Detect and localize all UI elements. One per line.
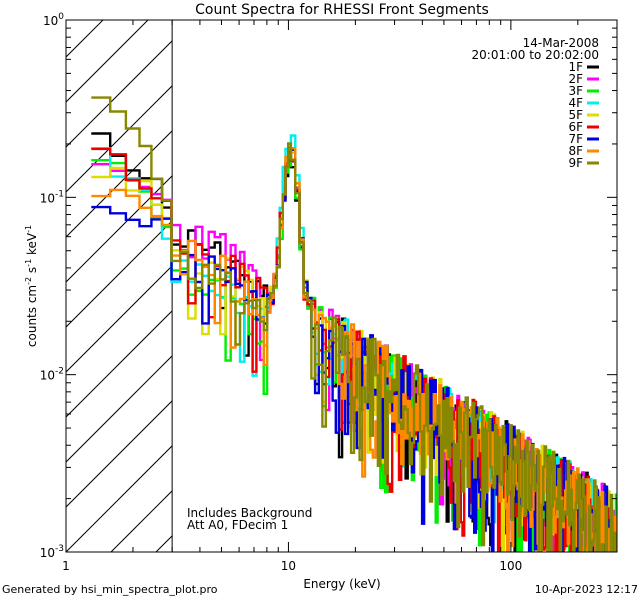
hatch-line — [606, 20, 640, 552]
annotation-attenuator: Att A0, FDecim 1 — [187, 518, 288, 532]
legend-label-8F: 8F — [568, 144, 583, 158]
chart-title: Count Spectra for RHESSI Front Segments — [195, 2, 489, 18]
footer-generated-by: Generated by hsi_min_spectra_plot.pro — [2, 583, 218, 596]
axis-ticks — [65, 20, 618, 553]
hatch-line — [66, 40, 173, 148]
legend-label-3F: 3F — [568, 84, 583, 98]
y-tick-label: 10-1 — [40, 189, 64, 205]
hatch-line — [66, 20, 149, 103]
legend-label-4F: 4F — [568, 96, 583, 110]
x-axis-label: Energy (keV) — [303, 577, 380, 591]
x-tick-label: 1 — [62, 559, 70, 573]
hatch-line — [66, 85, 173, 193]
plot-frame — [65, 19, 618, 553]
legend-label-2F: 2F — [568, 72, 583, 86]
hatch-line — [66, 175, 173, 283]
x-tick-labels: 1 10 100 — [62, 559, 522, 573]
hatch-line — [66, 20, 104, 58]
y-tick-label: 100 — [43, 12, 64, 28]
hatch-line — [66, 445, 173, 552]
legend-label-6F: 6F — [568, 120, 583, 134]
x-tick-label: 10 — [281, 559, 296, 573]
legend-date: 14-Mar-2008 — [523, 36, 599, 50]
hatch-line — [66, 400, 173, 508]
legend-label-1F: 1F — [568, 60, 583, 74]
hatched-region — [66, 20, 640, 552]
y-tick-label: 10-3 — [40, 544, 64, 560]
series-group — [91, 96, 617, 552]
legend-label-9F: 9F — [568, 156, 583, 170]
legend-label-7F: 7F — [568, 132, 583, 146]
hatch-line — [66, 220, 173, 328]
series-9F — [91, 96, 617, 552]
hatch-line — [66, 265, 173, 373]
legend-label-5F: 5F — [568, 108, 583, 122]
annotation-background: Includes Background — [187, 506, 312, 520]
y-tick-labels: 100 10-1 10-2 10-3 — [40, 12, 65, 560]
x-tick-label: 100 — [499, 559, 522, 573]
footer-timestamp: 10-Apr-2023 12:17 — [534, 583, 638, 596]
y-axis-label: counts cm-2 s-1 keV-1 — [24, 225, 39, 347]
legend-time-range: 20:01:00 to 20:02:00 — [472, 48, 599, 62]
y-tick-label: 10-2 — [40, 367, 64, 383]
legend: 14-Mar-2008 20:01:00 to 20:02:00 1F2F3F4… — [472, 36, 599, 170]
